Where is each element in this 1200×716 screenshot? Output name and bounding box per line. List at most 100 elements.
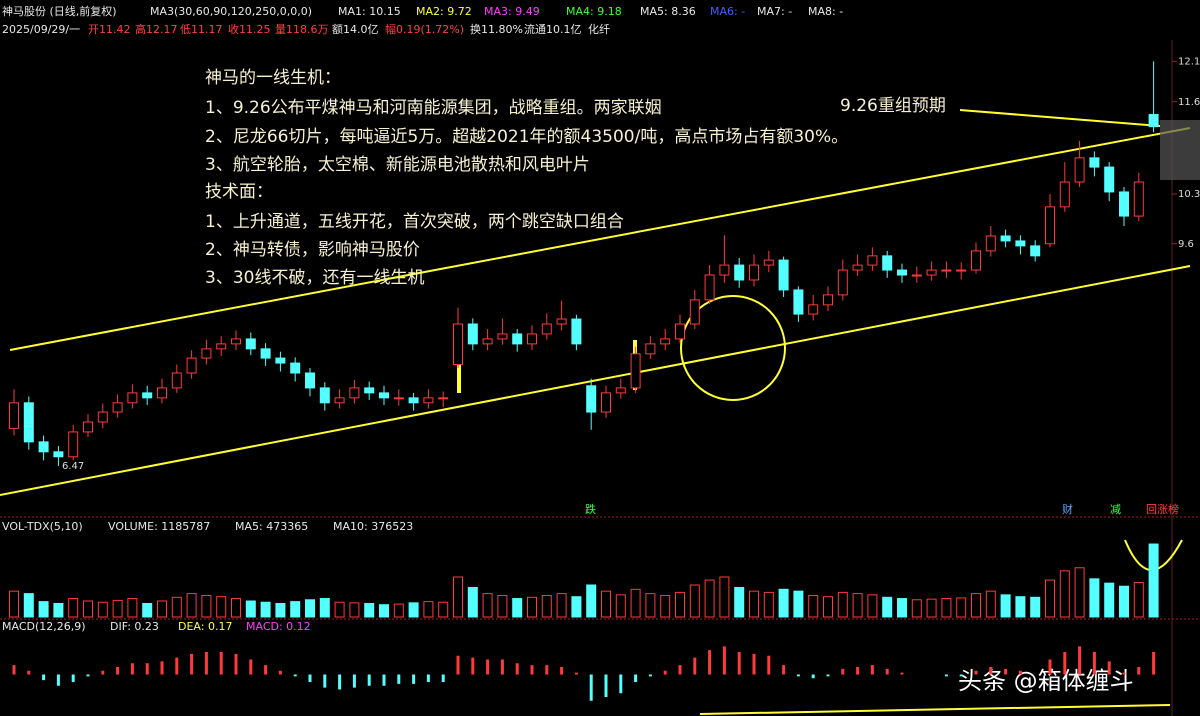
volume-bar	[1119, 585, 1129, 618]
price-box	[1160, 120, 1200, 180]
ma-setting: MA3(30,60,90,120,250,0,0,0)	[150, 5, 312, 18]
candle-body	[704, 274, 715, 301]
candle-body	[467, 323, 478, 345]
volume-bar	[541, 594, 552, 618]
volume-bar	[1045, 579, 1055, 618]
candle-body	[586, 385, 597, 413]
ma-value: MA3: 9.49	[484, 5, 540, 18]
volume-bar	[601, 590, 611, 618]
candle-body	[852, 264, 863, 271]
y-tick-label: 12.17	[1178, 56, 1200, 67]
candle-body	[186, 357, 197, 374]
volume-bar	[1015, 596, 1026, 618]
y-tick-label: 9.6	[1178, 239, 1194, 250]
annotation: 1、上升通道，五线开花，首次突破，两个跳空缺口组合	[205, 212, 624, 232]
volume-bar	[393, 603, 404, 618]
quote: 额14.0亿	[332, 23, 379, 36]
candle-body	[53, 451, 64, 458]
candle-body	[1030, 245, 1041, 257]
volume-bar	[897, 598, 907, 618]
volume-bar	[112, 599, 123, 618]
candle-body	[941, 269, 952, 272]
y-tick-label: 11.6	[1178, 97, 1200, 108]
candle-body	[675, 323, 685, 340]
candle-body	[1089, 157, 1100, 168]
volume-bar	[497, 594, 508, 618]
candle-body	[38, 441, 49, 453]
candle-body	[245, 338, 256, 350]
volume-bar	[793, 590, 804, 618]
quote: 量118.6万	[275, 23, 329, 36]
candle-body	[1074, 157, 1085, 183]
ma-value: MA2: 9.72	[416, 5, 472, 18]
volume-bar	[941, 598, 952, 618]
candle-body	[453, 323, 463, 365]
candle-body	[645, 343, 656, 355]
candle-body	[393, 397, 404, 400]
volume-bar	[1089, 578, 1100, 618]
volume-bar	[38, 601, 49, 618]
candle-body	[1059, 181, 1070, 208]
volume-bar	[319, 598, 330, 618]
volume-bar	[675, 591, 685, 618]
volume-bar	[867, 594, 878, 618]
volume-bar	[83, 600, 93, 618]
candle-body	[127, 392, 138, 404]
ma-value: MA8: -	[808, 5, 843, 18]
candle-body	[867, 255, 878, 266]
event-marker: 回涨榜	[1146, 502, 1179, 516]
circle-mark	[680, 295, 786, 401]
volume-bar	[260, 601, 271, 618]
candle-body	[660, 338, 671, 345]
candle-body	[926, 269, 937, 276]
volume-bar	[1148, 543, 1159, 618]
candle-body	[112, 402, 123, 413]
indicator-value: MA10: 376523	[333, 520, 413, 533]
indicator-value: DEA: 0.17	[178, 620, 232, 633]
candle-body	[1015, 240, 1026, 247]
stock-name: 神马股份 (日线,前复权)	[2, 4, 117, 18]
annotation: 1、9.26公布平煤神马和河南能源集团，战略重组。两家联姻	[205, 98, 662, 118]
marks: 12.17 11.6 10.3 9.6 6.47	[9, 56, 1200, 701]
volume-bar	[408, 602, 419, 618]
candle-body	[319, 387, 330, 404]
candle-body	[956, 269, 967, 272]
volume-bar	[379, 604, 389, 618]
candle-body	[689, 299, 700, 325]
ma-value: MA7: -	[757, 5, 792, 18]
ma-value: MA4: 9.18	[566, 5, 622, 18]
volume-bar	[245, 600, 256, 618]
candle-body	[971, 250, 981, 271]
volume-bar	[68, 598, 79, 618]
volume-bar	[985, 590, 996, 618]
quote: 换11.80%	[470, 22, 523, 36]
candle-body	[911, 274, 922, 277]
volume-bar	[1000, 594, 1011, 618]
volume-bar	[1074, 567, 1085, 618]
low-label: 6.47	[62, 461, 84, 472]
candle-body	[763, 259, 774, 266]
candle-body	[571, 318, 582, 345]
candle-body	[1148, 114, 1159, 128]
volume-bar	[53, 602, 64, 618]
quote: 流通10.1亿	[524, 22, 582, 36]
volume-bar	[438, 601, 449, 618]
volume-bar	[305, 599, 315, 618]
annotation: 2、尼龙66切片，每吨逼近5万。超越2021年的额43500/吨，高点市场占有额…	[205, 127, 848, 147]
candle-body	[97, 411, 108, 423]
volume-bar	[275, 602, 286, 618]
volume-bar	[808, 594, 819, 618]
volume-bar	[142, 602, 153, 618]
volume-bar	[334, 601, 345, 618]
candle-body	[985, 235, 996, 252]
candle-body	[1133, 181, 1144, 217]
candle-body	[601, 392, 611, 413]
volume-bar	[615, 594, 626, 618]
candle-body	[9, 402, 19, 429]
candle-body	[423, 397, 434, 404]
candle-body	[408, 397, 419, 404]
watermark: 头条 @箱体缠斗	[958, 667, 1134, 695]
candle-body	[305, 372, 315, 389]
candle-body	[334, 397, 345, 404]
